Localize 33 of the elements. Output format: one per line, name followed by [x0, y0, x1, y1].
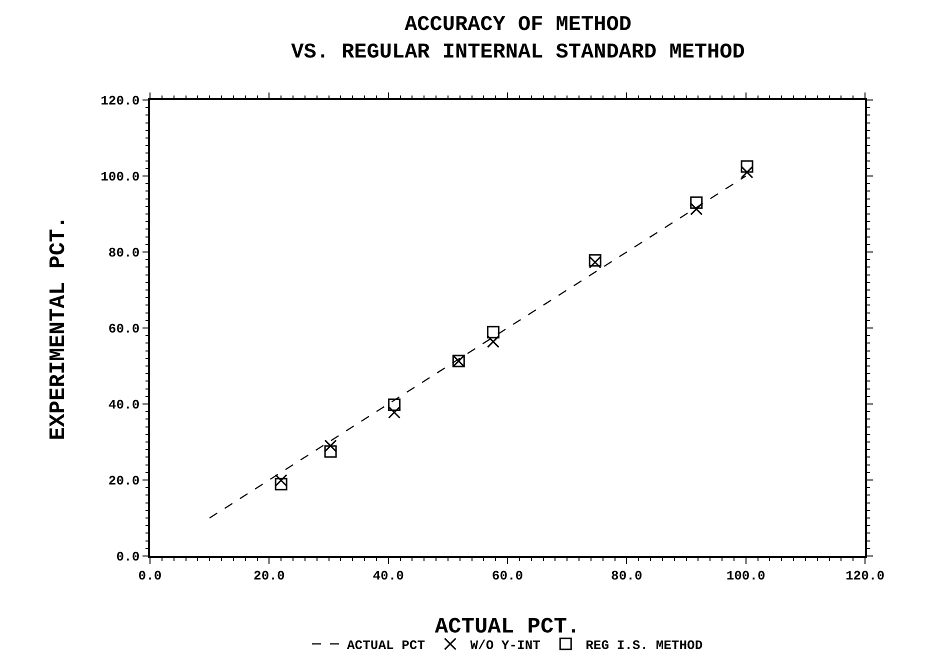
point [486, 326, 500, 338]
point [324, 445, 337, 458]
point [388, 406, 401, 419]
y-tick-label: 40.0 [108, 398, 140, 413]
point [486, 335, 500, 348]
x-tick-label: 60.0 [492, 568, 524, 584]
y-tick-label: 60.0 [108, 322, 140, 337]
x-tick-label: 0.0 [138, 568, 162, 584]
chart-title: ACCURACY OF METHOD [404, 14, 632, 38]
y-tick-label: 0.0 [116, 550, 140, 565]
legend-label: W/O Y-INT [470, 638, 541, 653]
point [274, 474, 288, 487]
y-tick-label: 120.0 [100, 94, 140, 109]
point [690, 196, 703, 209]
point [740, 166, 754, 178]
point [274, 478, 288, 490]
x-axis-title: ACTUAL PCT. [434, 614, 580, 640]
x-tick-label: 20.0 [254, 568, 285, 584]
y-tick-label: 100.0 [100, 170, 140, 185]
x-tick-label: 100.0 [726, 568, 766, 584]
point [740, 160, 754, 173]
legend-label: ACTUAL PCT [347, 638, 426, 653]
x-tick-label: 40.0 [372, 568, 404, 584]
point [388, 398, 401, 412]
point [690, 202, 703, 216]
x-tick-label: 80.0 [611, 568, 642, 584]
y-axis-title: EXPERIMENTAL PCT. [46, 216, 71, 440]
x-tick-label: 120.0 [845, 568, 885, 584]
point [324, 440, 337, 452]
y-tick-label: 80.0 [108, 246, 140, 261]
y-tick-label: 20.0 [108, 474, 140, 489]
chart-subtitle: VS. REGULAR INTERNAL STANDARD METHOD [291, 41, 745, 64]
legend-label: REG I.S. METHOD [586, 638, 703, 653]
